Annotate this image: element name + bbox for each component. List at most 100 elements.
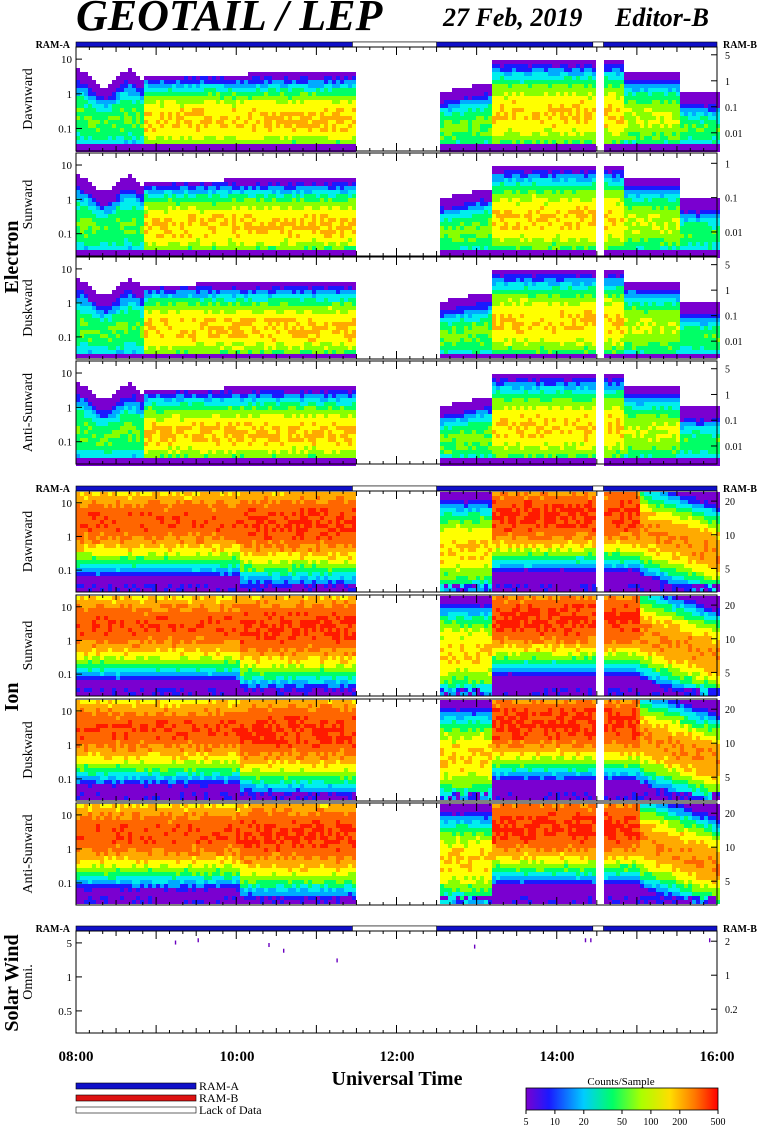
spectrogram-cell (500, 72, 504, 76)
spectrogram-cell (672, 80, 676, 84)
spectrogram-cell (172, 140, 176, 144)
spectrogram-cell (504, 76, 508, 80)
spectrogram-cell (660, 128, 664, 132)
spectrogram-cell (444, 140, 448, 144)
spectrogram-cell (440, 100, 444, 104)
spectrogram-cell (548, 222, 552, 226)
spectrogram-cell (344, 222, 348, 226)
spectrogram-cell (540, 202, 544, 206)
spectrogram-cell (484, 132, 488, 136)
spectrogram-cell (340, 120, 344, 124)
spectrogram-cell (256, 100, 260, 104)
spectrogram-cell (228, 238, 232, 242)
spectrogram-cell (312, 186, 316, 190)
spectrogram-cell (568, 186, 572, 190)
spectrogram-cell (212, 202, 216, 206)
spectrogram-cell (328, 238, 332, 242)
spectrogram-cell (244, 136, 248, 140)
spectrogram-cell (180, 112, 184, 116)
spectrogram-cell (292, 226, 296, 230)
spectrogram-cell (548, 174, 552, 178)
spectrogram-cell (620, 128, 624, 132)
spectrogram-cell (556, 104, 560, 108)
spectrogram-cell (624, 92, 628, 96)
spectrogram-cell (172, 202, 176, 206)
spectrogram-cell (336, 226, 340, 230)
spectrogram-cell (664, 76, 668, 80)
spectrogram-cell (204, 100, 208, 104)
spectrogram-cell (168, 222, 172, 226)
spectrogram-cell (352, 218, 356, 222)
spectrogram-cell (444, 96, 448, 100)
spectrogram-cell (204, 210, 208, 214)
spectrogram-cell (180, 104, 184, 108)
spectrogram-cell (252, 76, 256, 80)
spectrogram-cell (176, 218, 180, 222)
spectrogram-cell (292, 242, 296, 246)
spectrogram-cell (652, 88, 656, 92)
spectrogram-cell (512, 166, 516, 170)
spectrogram-cell (576, 210, 580, 214)
spectrogram-cell (216, 88, 220, 92)
spectrogram-cell (236, 100, 240, 104)
spectrogram-cell (624, 144, 628, 148)
spectrogram-cell (204, 124, 208, 128)
spectrogram-cell (204, 96, 208, 100)
spectrogram-cell (616, 92, 620, 96)
spectrogram-cell (300, 80, 304, 84)
spectrogram-cell (280, 88, 284, 92)
spectrogram-cell (260, 242, 264, 246)
spectrogram-cell (612, 64, 616, 68)
spectrogram-cell (216, 100, 220, 104)
spectrogram-cell (572, 206, 576, 210)
spectrogram-cell (196, 218, 200, 222)
spectrogram-cell (560, 198, 564, 202)
spectrogram-cell (232, 144, 236, 148)
spectrogram-cell (532, 210, 536, 214)
spectrogram-cell (608, 88, 612, 92)
spectrogram-cell (228, 194, 232, 198)
spectrogram-cell (504, 242, 508, 246)
spectrogram-cell (232, 88, 236, 92)
spectrogram-cell (188, 242, 192, 246)
spectrogram-cell (224, 210, 228, 214)
spectrogram-cell (284, 222, 288, 226)
spectrogram-cell (232, 128, 236, 132)
spectrogram-cell (616, 132, 620, 136)
spectrogram-cell (176, 202, 180, 206)
spectrogram-cell (172, 214, 176, 218)
spectrogram-cell (548, 170, 552, 174)
spectrogram-cell (588, 186, 592, 190)
spectrogram-cell (648, 80, 652, 84)
spectrogram-cell (328, 198, 332, 202)
spectrogram-cell (284, 218, 288, 222)
spectrogram-cell (544, 238, 548, 242)
spectrogram-cell (472, 190, 476, 194)
spectrogram-cell (276, 202, 280, 206)
spectrogram-cell (96, 214, 100, 218)
spectrogram-cell (276, 100, 280, 104)
spectrogram-cell (616, 80, 620, 84)
spectrogram-cell (492, 194, 496, 198)
spectrogram-cell (280, 120, 284, 124)
spectrogram-cell (76, 238, 80, 242)
spectrogram-cell (152, 250, 156, 254)
spectrogram-cell (76, 132, 80, 136)
spectrogram-cell (104, 128, 108, 132)
spectrogram-cell (468, 230, 472, 234)
spectrogram-cell (220, 242, 224, 246)
spectrogram-cell (220, 246, 224, 250)
spectrogram-cell (332, 144, 336, 148)
spectrogram-cell (176, 210, 180, 214)
spectrogram-cell (344, 198, 348, 202)
spectrogram-cell (456, 218, 460, 222)
spectrogram-cell (488, 234, 492, 238)
spectrogram-cell (648, 100, 652, 104)
spectrogram-cell (228, 234, 232, 238)
spectrogram-cell (128, 68, 132, 72)
spectrogram-cell (192, 140, 196, 144)
spectrogram-cell (460, 206, 464, 210)
spectrogram-cell (588, 230, 592, 234)
spectrogram-cell (100, 218, 104, 222)
spectrogram-cell (188, 206, 192, 210)
